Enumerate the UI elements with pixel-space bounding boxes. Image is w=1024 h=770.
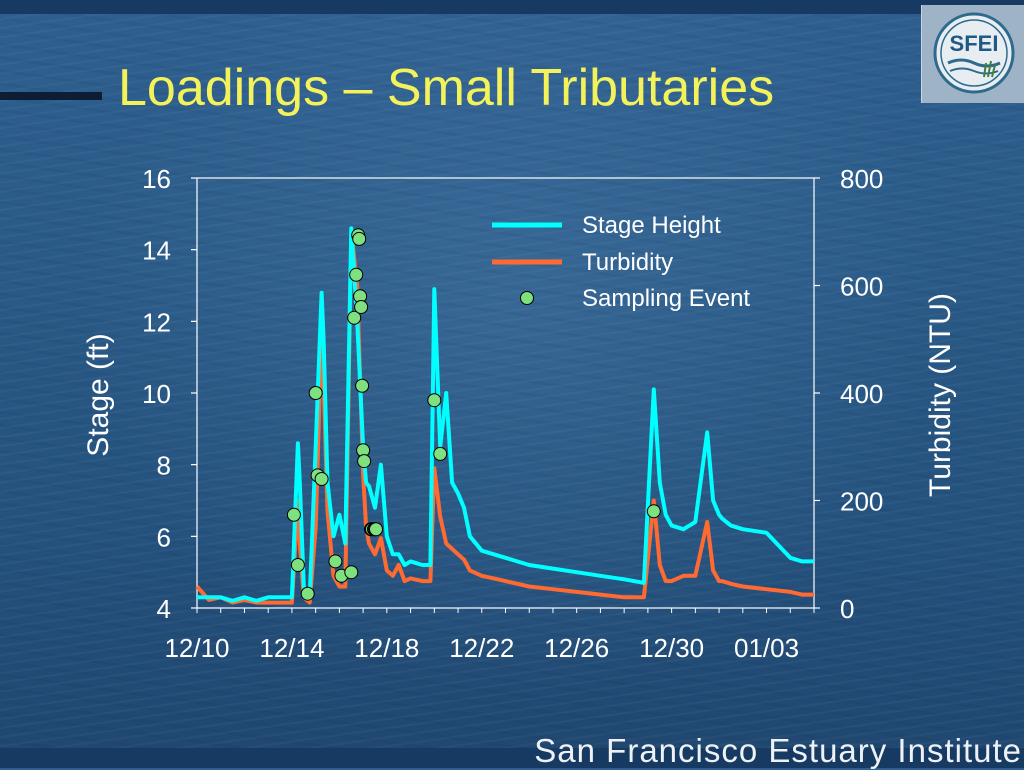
- y2-tick-label: 200: [840, 487, 883, 517]
- x-tick-label: 12/14: [259, 633, 324, 663]
- y2-tick-label: 600: [840, 272, 883, 302]
- sampling-event-point: [286, 507, 301, 522]
- sampling-event-point: [354, 300, 369, 314]
- x-tick-label: 01/03: [734, 633, 799, 663]
- y2-tick-label: 800: [840, 164, 883, 194]
- sampling-event-point: [357, 454, 372, 469]
- bottom-band: [0, 748, 1024, 768]
- y2-tick-label: 0: [840, 594, 854, 624]
- x-axis-ticks: 12/10 12/14 12/18 12/22 12/26 12/30 01/03: [164, 608, 815, 663]
- x-tick-label: 12/18: [354, 633, 419, 663]
- sampling-event-point: [328, 554, 343, 569]
- sampling-event-point: [314, 472, 329, 486]
- x-tick-label: 12/26: [544, 633, 609, 663]
- y2-axis-title: Turbidity (NTU): [924, 293, 957, 497]
- y-tick-label: 10: [142, 379, 171, 409]
- y-tick-label: 8: [157, 451, 171, 481]
- y2-axis-ticks: 0 200 400 600 800: [814, 164, 883, 624]
- series-line-stage-height: [197, 226, 814, 603]
- y-tick-label: 4: [157, 594, 171, 624]
- y-tick-label: 16: [142, 164, 171, 194]
- slide-title: Loadings – Small Tributaries: [118, 59, 775, 117]
- sampling-event-point: [347, 310, 362, 325]
- logo-text: SFEI: [950, 31, 999, 56]
- sfei-logo-icon: SFEI: [933, 12, 1015, 94]
- legend-label-stage: Stage Height: [582, 212, 721, 239]
- sampling-event-point: [369, 522, 383, 537]
- sampling-event-point: [290, 558, 305, 572]
- x-tick-label: 12/22: [449, 633, 514, 663]
- footer-text: San Francisco Estuary Institute: [534, 732, 1022, 769]
- y-axis-ticks: 4 6 8 10 12 14 16: [142, 164, 197, 624]
- sampling-event-point: [646, 504, 661, 519]
- sampling-markers: [286, 228, 661, 601]
- sampling-event-point: [427, 393, 442, 408]
- x-tick-label: 12/10: [164, 633, 229, 663]
- legend-label-sampling: Sampling Event: [582, 285, 750, 312]
- y-tick-label: 14: [142, 236, 171, 266]
- legend-label-turbidity: Turbidity: [582, 249, 673, 276]
- sfei-logo: SFEI: [921, 5, 1024, 103]
- sampling-event-point: [349, 267, 364, 282]
- sampling-event-point: [308, 386, 323, 400]
- y-tick-label: 6: [157, 522, 171, 552]
- y2-tick-label: 400: [840, 379, 883, 409]
- legend: Stage Height Turbidity Sampling Event: [492, 212, 750, 312]
- sampling-event-point: [355, 378, 370, 393]
- legend-swatch-sampling: [520, 291, 534, 305]
- y-tick-label: 12: [142, 307, 171, 337]
- plot-frame: [196, 177, 815, 609]
- sampling-event-point: [344, 565, 359, 580]
- title-accent-bar: [0, 92, 102, 100]
- plot-area: [196, 177, 815, 609]
- sampling-event-point: [300, 586, 315, 601]
- series-layer: [195, 226, 814, 605]
- y-axis-title: Stage (ft): [82, 333, 115, 456]
- top-band: [0, 0, 1024, 14]
- sampling-event-point: [352, 231, 367, 246]
- sampling-event-point: [433, 446, 448, 461]
- x-tick-label: 12/30: [639, 633, 704, 663]
